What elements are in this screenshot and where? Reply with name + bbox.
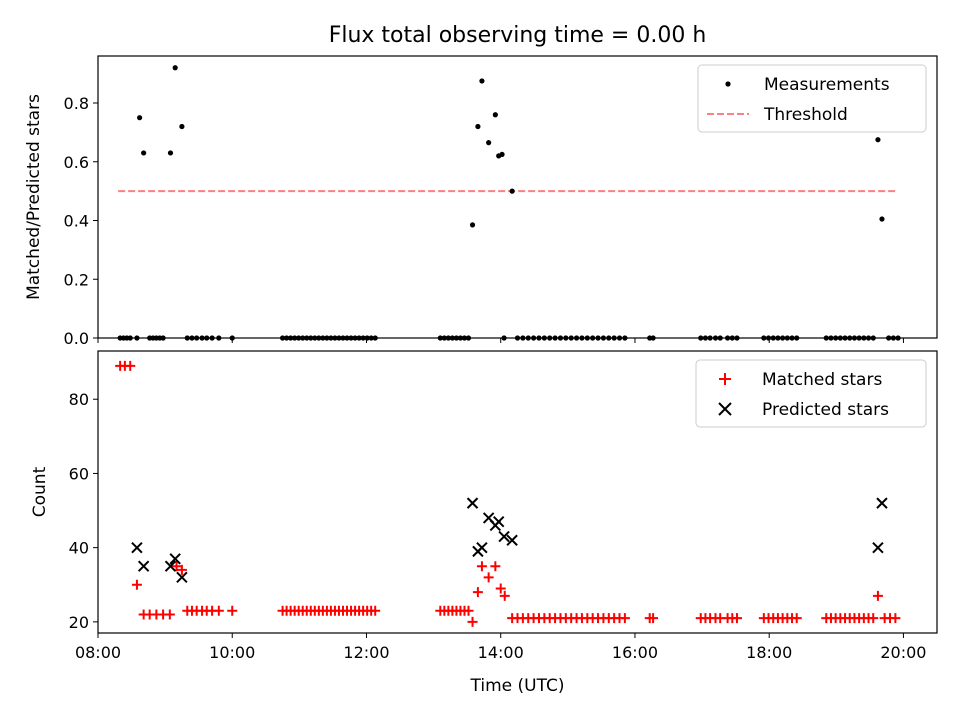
measurement-point xyxy=(509,188,515,194)
matched-star-point xyxy=(495,583,506,594)
measurement-point xyxy=(475,123,481,130)
bottom-panel: 20 40 60 80 08:00 10:00 12:00 14:00 16:00 18:00 20… xyxy=(30,350,938,696)
matched-star-point xyxy=(472,587,483,598)
predicted-star-point xyxy=(492,515,505,528)
measurement-point xyxy=(137,115,143,121)
matched-star-points xyxy=(115,360,901,627)
measurement-point xyxy=(469,222,476,228)
matched-star-point xyxy=(171,561,182,572)
top-axes-frame xyxy=(97,55,938,339)
predicted-star-point xyxy=(476,541,488,554)
x-tick-label: 08:00 xyxy=(75,643,121,662)
measurement-point xyxy=(479,78,485,84)
bottom-legend: Matched stars Predicted stars xyxy=(695,359,927,428)
measurement-point xyxy=(167,150,174,156)
x-tick-label: 12:00 xyxy=(343,643,389,662)
measurement-point xyxy=(875,137,881,143)
x-tick-label: 18:00 xyxy=(746,643,792,662)
bottom-y-tick-label: 80 xyxy=(69,390,89,409)
matched-star-point xyxy=(227,605,238,616)
x-tick-label: 10:00 xyxy=(209,643,255,662)
legend-label-predicted-stars: Predicted stars xyxy=(762,400,889,420)
top-ticks: 0.0 0.2 0.4 0.6 0.8 xyxy=(64,94,904,348)
x-tick-label: 14:00 xyxy=(478,643,524,662)
predicted-star-point xyxy=(466,497,479,509)
predicted-star-point xyxy=(164,560,177,572)
measurement-points xyxy=(117,65,901,341)
top-panel: 0.00.20.40.60.8 Matched/Predicted stars … xyxy=(24,55,938,348)
measurement-point xyxy=(172,65,178,71)
top-y-tick-label: 0.8 xyxy=(64,94,89,113)
x-tick-label: 20:00 xyxy=(880,643,926,662)
matched-star-point xyxy=(483,572,494,583)
matched-star-point xyxy=(499,590,510,601)
top-legend-box xyxy=(697,64,927,133)
matched-star-point xyxy=(463,605,474,616)
legend-marker-measurements xyxy=(725,81,731,87)
matched-star-point xyxy=(731,613,742,624)
predicted-star-point xyxy=(131,541,143,554)
matched-star-point xyxy=(164,609,175,620)
matched-star-point xyxy=(467,616,478,627)
x-axis-label: Time (UTC) xyxy=(470,676,565,696)
bottom-axes-frame xyxy=(97,350,938,634)
legend-label-matched-stars: Matched stars xyxy=(762,370,882,390)
predicted-star-points xyxy=(131,497,888,584)
matched-star-point xyxy=(370,605,381,616)
bottom-y-tick-label: 40 xyxy=(69,539,89,558)
top-legend: Measurements Threshold xyxy=(697,64,927,133)
measurement-point xyxy=(141,150,147,156)
matched-star-point xyxy=(872,590,883,601)
predicted-star-point xyxy=(872,541,884,554)
matched-star-point xyxy=(476,561,487,572)
matched-star-point xyxy=(176,564,187,575)
top-y-tick-label: 0.6 xyxy=(64,153,89,172)
measurement-point xyxy=(179,123,185,130)
top-y-tick-label: 0.0 xyxy=(64,329,89,348)
matched-star-point xyxy=(868,613,879,624)
matched-star-point xyxy=(619,613,630,624)
matched-star-point xyxy=(890,613,901,624)
predicted-star-point xyxy=(498,530,510,543)
matched-star-point xyxy=(648,613,659,624)
bottom-y-tick-label: 60 xyxy=(69,464,89,483)
matched-star-point xyxy=(213,605,224,616)
predicted-star-point xyxy=(876,497,888,509)
matched-star-point xyxy=(791,613,802,624)
matched-star-point xyxy=(125,360,136,371)
legend-marker-predicted-stars xyxy=(718,402,732,416)
bottom-y-tick-label: 20 xyxy=(69,613,89,632)
bottom-ticks: 20 40 60 80 08:00 10:00 12:00 14:00 16:00 18:00 20… xyxy=(69,390,927,662)
predicted-star-point xyxy=(506,534,518,546)
measurement-point xyxy=(499,151,505,158)
predicted-star-point xyxy=(137,560,150,572)
legend-marker-matched-stars xyxy=(719,373,731,385)
bottom-legend-box xyxy=(695,359,927,428)
x-tick-label: 16:00 xyxy=(612,643,658,662)
legend-label-measurements: Measurements xyxy=(764,75,890,95)
measurement-point xyxy=(879,216,885,222)
top-y-axis-label: Matched/Predicted stars xyxy=(24,94,44,300)
measurement-point xyxy=(492,112,498,118)
measurement-point xyxy=(486,140,492,146)
top-y-tick-label: 0.2 xyxy=(64,270,89,289)
predicted-star-point xyxy=(176,571,188,584)
predicted-star-point xyxy=(169,553,181,565)
bottom-y-axis-label: Count xyxy=(30,466,50,517)
top-y-tick-label: 0.4 xyxy=(64,212,89,231)
matched-star-point xyxy=(490,561,501,572)
chart-title: Flux total observing time = 0.00 h xyxy=(329,23,707,48)
legend-label-threshold: Threshold xyxy=(763,105,848,125)
matched-star-point xyxy=(131,579,142,590)
